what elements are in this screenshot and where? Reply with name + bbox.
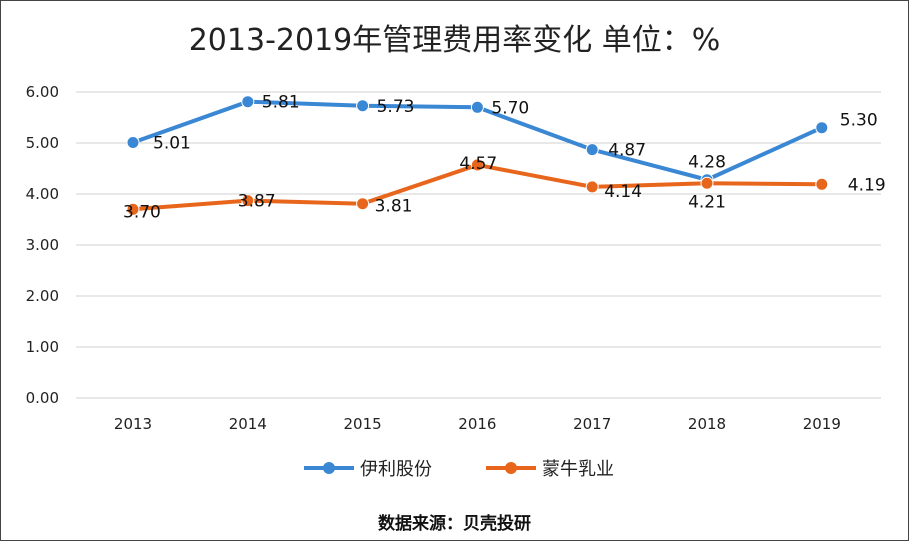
- data-label: 4.28: [688, 153, 726, 173]
- source-note: 数据来源：贝壳投研: [378, 514, 531, 534]
- data-point: [815, 121, 829, 135]
- data-label: 5.70: [491, 98, 529, 118]
- data-label: 5.73: [377, 97, 415, 117]
- y-tick-label: 4.00: [26, 185, 59, 203]
- data-point: [700, 176, 714, 190]
- legend-marker: [323, 462, 335, 474]
- data-label: 4.57: [459, 154, 497, 174]
- y-tick-label: 1.00: [26, 338, 59, 356]
- y-tick-label: 3.00: [26, 236, 59, 254]
- y-tick-label: 0.00: [26, 389, 59, 407]
- x-tick-label: 2014: [229, 415, 267, 433]
- y-tick-label: 6.00: [26, 83, 59, 101]
- data-label: 4.21: [688, 192, 726, 212]
- data-point: [126, 202, 140, 216]
- legend-label: 蒙牛乳业: [542, 459, 614, 480]
- x-tick-label: 2016: [458, 415, 496, 433]
- x-tick-label: 2017: [573, 415, 611, 433]
- data-point: [585, 180, 599, 194]
- data-point: [470, 158, 484, 172]
- x-tick-label: 2018: [688, 415, 726, 433]
- data-point: [356, 197, 370, 211]
- data-point: [356, 99, 370, 113]
- data-point: [241, 95, 255, 109]
- data-label: 5.30: [840, 111, 878, 131]
- y-tick-label: 2.00: [26, 287, 59, 305]
- x-tick-label: 2013: [114, 415, 152, 433]
- data-point: [815, 177, 829, 191]
- legend-marker: [505, 462, 517, 474]
- data-label: 4.19: [848, 175, 886, 195]
- data-label: 3.70: [123, 202, 161, 222]
- data-label: 3.81: [375, 197, 413, 217]
- data-point: [126, 135, 140, 149]
- legend-label: 伊利股份: [360, 459, 432, 480]
- data-point: [585, 143, 599, 157]
- x-tick-label: 2019: [803, 415, 841, 433]
- data-label: 5.81: [262, 93, 300, 113]
- x-tick-label: 2015: [344, 415, 382, 433]
- data-label: 3.87: [238, 192, 276, 212]
- data-point: [241, 194, 255, 208]
- data-label: 5.01: [153, 133, 191, 153]
- data-label: 4.14: [604, 182, 642, 202]
- data-point: [470, 100, 484, 114]
- chart-title: 2013-2019年管理费用率变化 单位：%: [188, 23, 721, 58]
- data-label: 4.87: [608, 141, 646, 161]
- y-tick-label: 5.00: [26, 134, 59, 152]
